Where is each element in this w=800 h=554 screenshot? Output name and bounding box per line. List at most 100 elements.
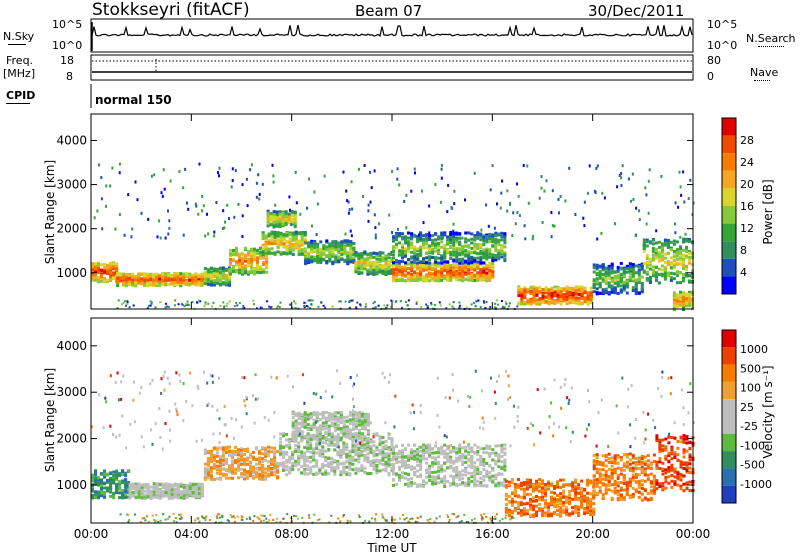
heatmap-cell	[425, 252, 429, 255]
heatmap-cell	[131, 278, 135, 282]
heatmap-cell	[679, 294, 682, 297]
heatmap-cell	[124, 490, 128, 493]
heatmap-cell	[238, 271, 241, 275]
heatmap-cell	[249, 452, 252, 456]
heatmap-cell	[109, 482, 113, 486]
heatmap-cell	[178, 169, 181, 173]
heatmap-cell	[443, 247, 447, 251]
heatmap-cell	[645, 264, 649, 268]
heatmap-cell	[299, 212, 302, 216]
heatmap-cell	[461, 257, 465, 261]
heatmap-cell	[267, 464, 271, 468]
heatmap-cell	[203, 472, 207, 476]
heatmap-cell	[127, 193, 130, 197]
heatmap-cell	[313, 190, 316, 194]
heatmap-cell	[243, 468, 246, 472]
heatmap-cell	[112, 473, 116, 477]
heatmap-cell	[634, 264, 638, 268]
heatmap-cell	[146, 483, 150, 487]
heatmap-cell	[504, 301, 507, 304]
heatmap-cell	[620, 172, 623, 175]
heatmap-cell	[616, 274, 620, 278]
heatmap-cell	[445, 307, 448, 310]
heatmap-cell	[547, 300, 551, 304]
heatmap-cell	[431, 238, 435, 242]
heatmap-cell	[550, 292, 554, 296]
heatmap-cell	[545, 179, 548, 183]
heatmap-cell	[449, 273, 453, 277]
heatmap-cell	[410, 189, 413, 193]
heatmap-cell	[140, 490, 144, 494]
heatmap-cell	[331, 249, 335, 253]
heatmap-cell	[97, 481, 100, 484]
heatmap-cell	[311, 299, 314, 302]
heatmap-cell	[322, 250, 326, 253]
heatmap-cell	[472, 302, 475, 304]
heatmap-cell	[112, 273, 116, 276]
heatmap-cell	[458, 240, 462, 244]
heatmap-cell	[398, 232, 401, 235]
heatmap-cell	[485, 249, 489, 253]
heatmap-cell	[640, 287, 644, 291]
heatmap-cell	[589, 286, 593, 290]
heatmap-cell	[464, 270, 468, 274]
heatmap-cell	[233, 215, 236, 219]
heatmap-cell	[203, 277, 207, 281]
heatmap-cell	[276, 250, 280, 254]
heatmap-cell	[618, 173, 621, 177]
heatmap-cell	[452, 276, 456, 280]
heatmap-cell	[183, 305, 186, 308]
heatmap-cell	[249, 467, 252, 471]
heatmap-cell	[535, 290, 539, 294]
heatmap-cell	[103, 495, 106, 499]
heatmap-cell	[607, 273, 611, 277]
heatmap-cell	[592, 270, 596, 274]
heatmap-cell	[589, 294, 593, 298]
heatmap-cell	[377, 304, 380, 307]
heatmap-cell	[272, 180, 275, 184]
heatmap-cell	[128, 487, 132, 491]
heatmap-cell	[322, 257, 326, 261]
heatmap-cell	[267, 454, 271, 458]
heatmap-cell	[461, 236, 464, 240]
heatmap-cell	[404, 264, 407, 268]
heatmap-cell	[191, 488, 195, 492]
heatmap-cell	[496, 202, 498, 206]
heatmap-cell	[259, 254, 263, 258]
heatmap-cell	[265, 264, 269, 268]
heatmap-cell	[571, 297, 575, 301]
heatmap-cell	[367, 209, 370, 213]
heatmap-cell	[360, 264, 364, 268]
heatmap-cell	[250, 256, 253, 260]
heatmap-cell	[124, 478, 128, 481]
heatmap-cell	[381, 258, 385, 262]
heatmap-cell	[197, 280, 201, 284]
heatmap-cell	[416, 247, 420, 251]
heatmap-cell	[164, 283, 168, 287]
heatmap-cell	[458, 236, 462, 240]
heatmap-cell	[634, 234, 637, 238]
heatmap-cell	[100, 478, 103, 482]
heatmap-cell	[272, 216, 276, 220]
heatmap-cell	[458, 304, 461, 307]
heatmap-cell	[233, 305, 236, 308]
heatmap-cell	[574, 213, 577, 216]
heatmap-cell	[238, 259, 241, 263]
heatmap-cell	[657, 281, 661, 285]
heatmap-cell	[679, 281, 682, 285]
heatmap-cell	[270, 235, 274, 239]
heatmap-cell	[598, 264, 602, 268]
heatmap-cell	[212, 269, 216, 273]
heatmap-cell	[290, 210, 294, 214]
heatmap-cell	[470, 250, 474, 254]
heatmap-cell	[347, 211, 350, 215]
heatmap-cell	[276, 305, 279, 308]
heatmap-cell	[118, 213, 121, 216]
heatmap-cell	[479, 232, 483, 236]
heatmap-cell	[538, 300, 542, 304]
heatmap-cell	[491, 274, 495, 278]
heatmap-cell	[675, 305, 679, 308]
heatmap-cell	[134, 484, 138, 488]
heatmap-cell	[293, 215, 297, 219]
heatmap-cell	[226, 203, 229, 207]
